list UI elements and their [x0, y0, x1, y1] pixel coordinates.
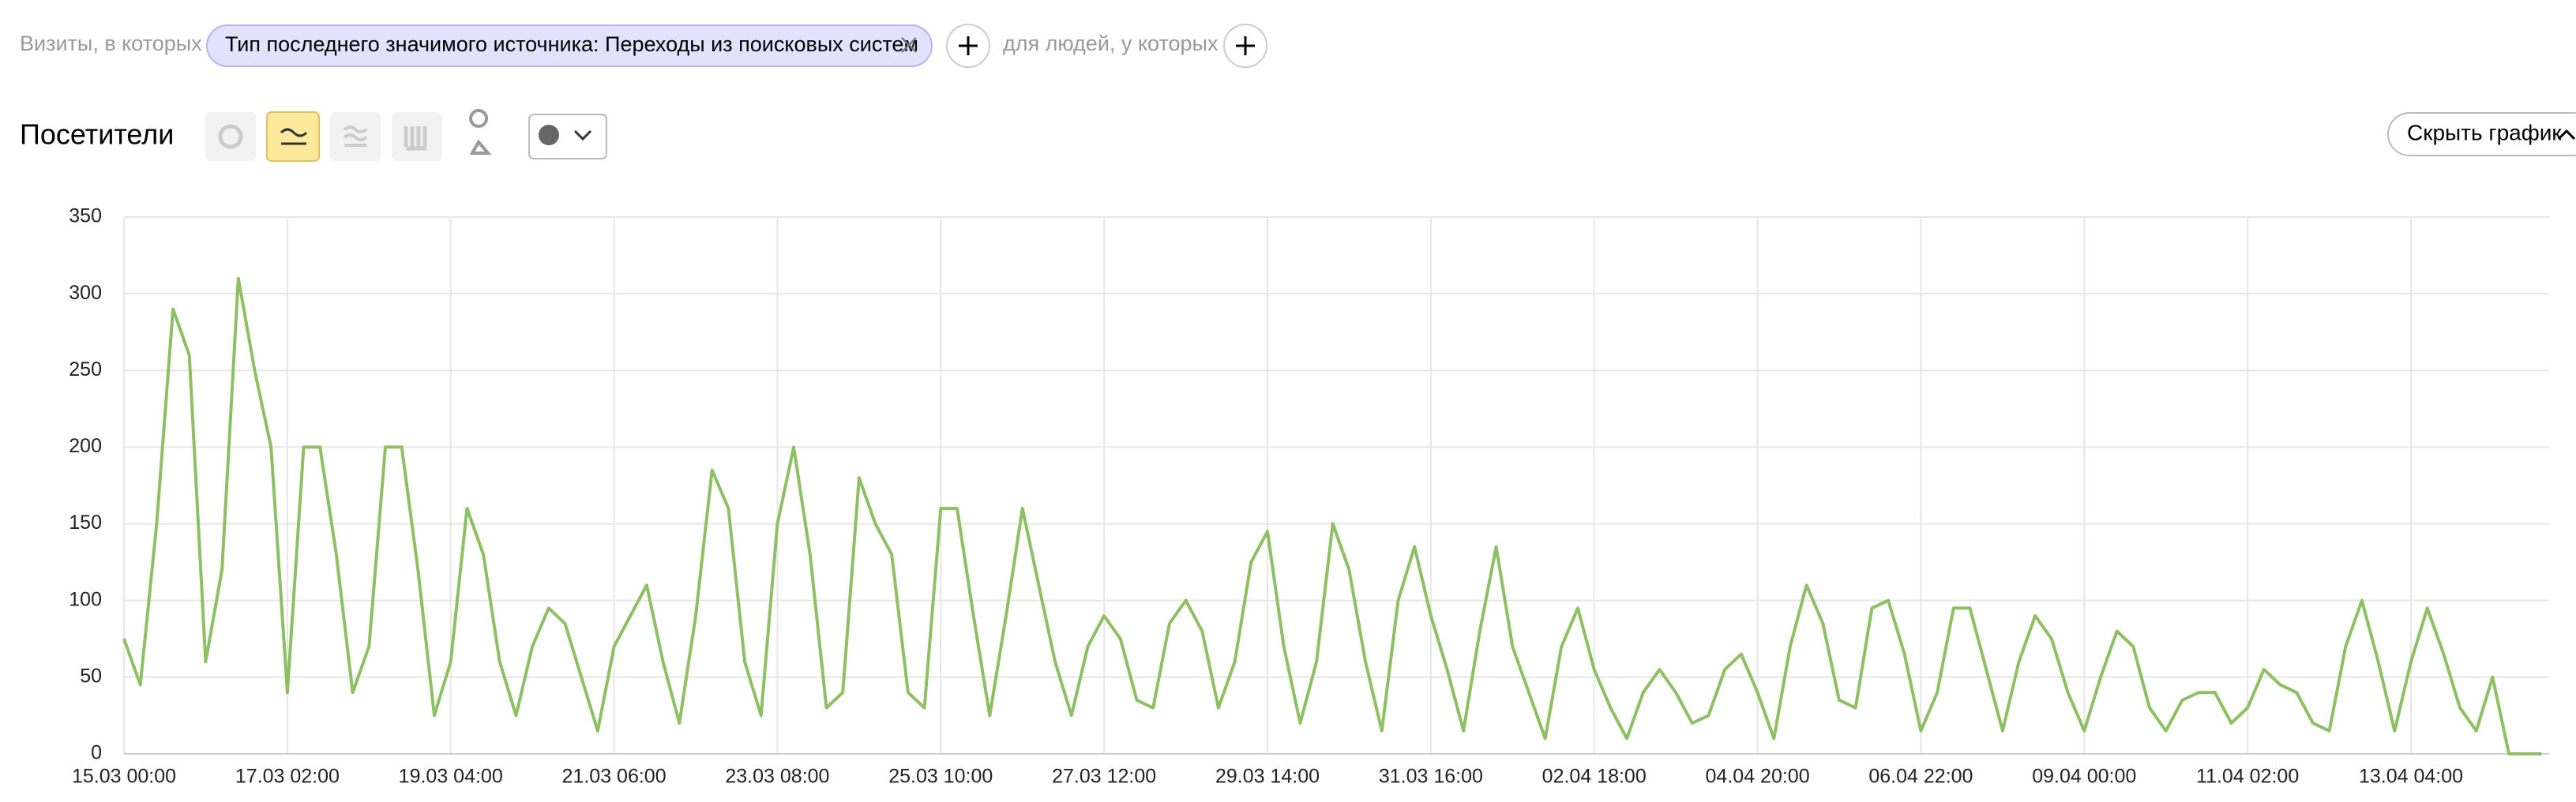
line-chart-button[interactable]: [266, 111, 320, 162]
icon: [539, 125, 559, 145]
x-tick-label: 21.03 06:00: [562, 766, 667, 788]
y-tick-label: 350: [69, 205, 102, 227]
icon: [343, 126, 368, 147]
x-tick-label: 13.04 04:00: [2359, 766, 2463, 788]
icon: [2557, 129, 2576, 141]
x-tick-label: 17.03 02:00: [235, 766, 340, 788]
icon: [218, 124, 243, 149]
visitors-line: [122, 276, 2542, 755]
x-tick-label: 25.03 10:00: [888, 766, 993, 788]
x-tick-label: 27.03 12:00: [1052, 766, 1156, 788]
y-tick-label: 0: [91, 742, 102, 764]
x-tick-label: 06.04 22:00: [1868, 766, 1973, 788]
section-title: Посетители: [20, 118, 174, 151]
y-tick-label: 250: [69, 358, 102, 380]
icon: [404, 126, 427, 151]
y-tick-label: 50: [80, 665, 102, 687]
icon: [280, 128, 308, 145]
map-button[interactable]: [469, 109, 492, 155]
plus-icon: [1236, 36, 1255, 55]
x-tick-label: 19.03 04:00: [399, 766, 503, 788]
hide-chart-label: Скрыть график: [2407, 120, 2562, 144]
x-tick-label: 02.04 18:00: [1542, 766, 1647, 788]
y-tick-label: 300: [69, 282, 102, 304]
chart: 0 50 100 150 200 250 300 350 15.03 00:00 17.03 02…: [69, 205, 2549, 788]
x-tick-label: 11.04 02:00: [2196, 766, 2299, 788]
filter-chip-text: Тип последнего значимого источника: Пере…: [225, 32, 918, 56]
x-tick-label: 31.03 16:00: [1379, 766, 1483, 788]
x-tick-label: 15.03 00:00: [72, 766, 176, 788]
y-tick-label: 100: [69, 588, 102, 610]
y-tick-label: 150: [69, 512, 102, 534]
plus-icon: [959, 36, 978, 55]
y-tick-label: 200: [69, 435, 102, 457]
x-tick-label: 23.03 08:00: [725, 766, 829, 788]
pie-chart-button[interactable]: [205, 112, 256, 161]
x-tick-label: 29.03 14:00: [1215, 766, 1320, 788]
chip-remove[interactable]: [901, 37, 917, 53]
hide-chart-button[interactable]: [2387, 112, 2576, 156]
filter-middle: для людей, у которых: [1003, 32, 1219, 55]
filter-chip[interactable]: [206, 24, 933, 67]
x-tick-label: 09.04 00:00: [2032, 766, 2136, 788]
icon: [573, 129, 592, 141]
filter-prefix: Визиты, в которых: [20, 32, 202, 55]
x-tick-label: 04.04 20:00: [1706, 766, 1810, 788]
